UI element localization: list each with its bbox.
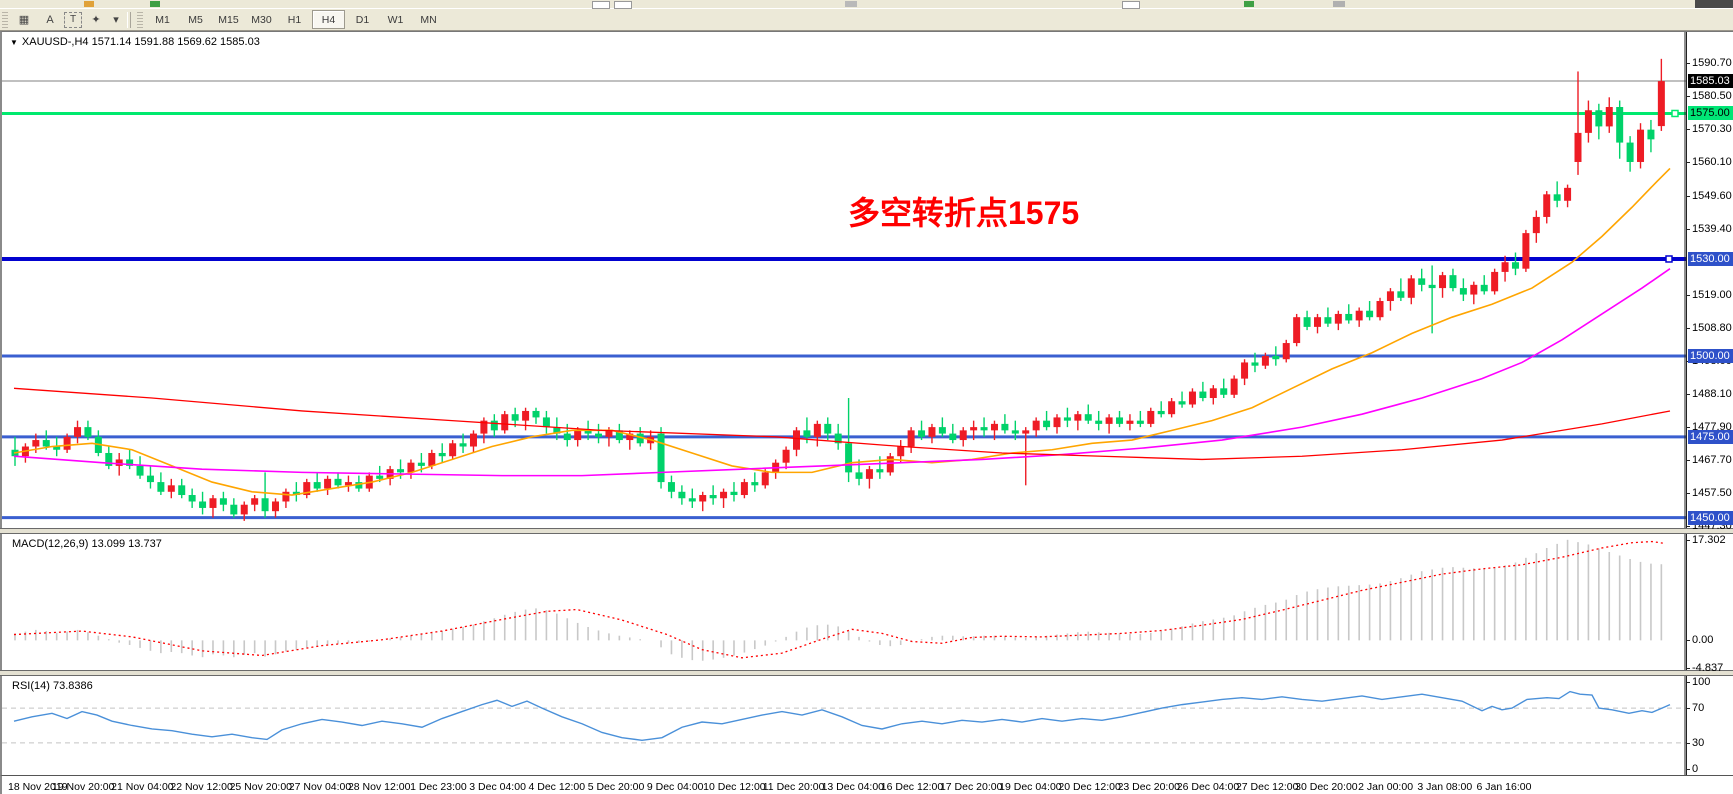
axis-tick-label: 1508.80: [1687, 321, 1732, 334]
time-axis-label: 25 Nov 20:00: [229, 781, 293, 793]
time-axis-label: 19 Dec 04:00: [999, 781, 1062, 793]
axis-tick-label: 100: [1686, 676, 1711, 688]
time-axis[interactable]: 18 Nov 2019 19 Nov 20:00 21 Nov 04:00 22 No…: [0, 775, 1733, 794]
level-price-badge: 1575.00: [1688, 106, 1733, 121]
time-axis-label: 10 Dec 12:00: [703, 781, 766, 793]
time-axis-label: 11 Dec 20:00: [762, 781, 825, 793]
time-axis-label: 17 Dec 20:00: [939, 781, 1003, 793]
toolbar-grabber[interactable]: [137, 11, 143, 28]
toolbar-fragment-icon: [84, 1, 94, 7]
macd-label: MACD(12,26,9) 13.099 13.737: [12, 538, 162, 550]
rsi-label: RSI(14) 73.8386: [12, 680, 93, 692]
timeframe-buttons-group: M1 M5 M15 M30 H1 H4 D1 W1 MN: [146, 10, 445, 29]
toolbar-fragment-icon: [845, 1, 857, 7]
collapse-arrow-icon[interactable]: ▼: [10, 37, 18, 47]
objects-dropdown-icon[interactable]: ▾: [113, 14, 119, 26]
axis-tick-label: 0.00: [1686, 634, 1714, 647]
axis-tick-label: 1590.70: [1687, 56, 1732, 69]
time-axis-label: 9 Dec 04:00: [646, 781, 704, 793]
time-axis-label: 30 Dec 20:00: [1295, 781, 1358, 793]
timeframe-button-h4[interactable]: H4: [312, 10, 345, 29]
panel-splitter[interactable]: [0, 528, 1733, 534]
chart-title: ▼ XAUUSD-,H4 1571.14 1591.88 1569.62 158…: [10, 36, 260, 48]
timeframe-button-m1[interactable]: M1: [155, 13, 170, 26]
toolbar-fragment-icon: [1333, 1, 1345, 7]
timeframe-button-m30[interactable]: M30: [251, 13, 272, 26]
time-axis-label: 6 Jan 16:00: [1476, 781, 1532, 793]
axis-tick-label: -4.837: [1686, 662, 1724, 675]
toolbar-separator: [127, 11, 131, 28]
current-price-badge: 1585.03: [1688, 74, 1733, 89]
timeframe-button-m5[interactable]: M5: [188, 13, 203, 26]
time-axis-label: 3 Dec 04:00: [469, 781, 526, 793]
time-axis-label: 13 Dec 04:00: [821, 781, 885, 793]
timeframe-button-m15[interactable]: M15: [218, 13, 239, 26]
axis-tick-label: 1467.70: [1687, 454, 1732, 467]
axis-tick-label: 1570.30: [1687, 122, 1732, 135]
time-axis-label: 27 Nov 04:00: [288, 781, 352, 793]
time-axis-label: 16 Dec 12:00: [880, 781, 944, 793]
timeframe-button-d1[interactable]: D1: [355, 13, 370, 26]
time-axis-label: 26 Dec 04:00: [1176, 781, 1240, 793]
time-axis-label: 4 Dec 12:00: [528, 781, 586, 793]
axis-tick-label: 1549.60: [1687, 189, 1732, 202]
panel-splitter[interactable]: [0, 670, 1733, 676]
axis-tick-label: 1539.40: [1687, 222, 1732, 235]
rsi-axis[interactable]: 100 70 30 0: [1686, 676, 1733, 775]
macd-chart-canvas[interactable]: [2, 534, 1686, 670]
time-axis-label: 20 Dec 12:00: [1058, 781, 1121, 793]
time-axis-label: 19 Nov 20:00: [51, 781, 115, 793]
time-axis-label: 21 Nov 04:00: [111, 781, 174, 793]
objects-arrows-icon[interactable]: ✦: [91, 14, 101, 26]
rsi-indicator-panel: 100 70 30 0 RSI(14) 73.8386: [0, 676, 1733, 775]
toolbar-fragment-box: [1122, 1, 1140, 9]
chinese-text-annotation[interactable]: 多空转折点1575: [848, 195, 1080, 231]
text-label-icon[interactable]: T: [64, 11, 82, 28]
toolbar-fragment-icon: [1244, 1, 1254, 7]
timeframe-button-w1[interactable]: W1: [387, 13, 404, 26]
level-price-badge: 1475.00: [1688, 429, 1733, 444]
text-annotation-icon[interactable]: A: [46, 13, 54, 26]
axis-tick-label: 1580.50: [1687, 89, 1732, 102]
time-axis-label: 27 Dec 12:00: [1235, 781, 1299, 793]
drawing-tools-group: ▦ A T ✦ ▾: [11, 11, 123, 29]
time-axis-label: 23 Dec 20:00: [1117, 781, 1181, 793]
toolbar-fragment-box: [592, 1, 610, 9]
symbol-ohlc-readout: XAUUSD-,H4 1571.14 1591.88 1569.62 1585.…: [21, 36, 260, 48]
axis-tick-label: 70: [1686, 702, 1705, 715]
price-axis[interactable]: 1590.70 1580.50 1570.30 1560.10 1549.60 1539.…: [1686, 32, 1733, 532]
axis-tick-label: 1457.50: [1687, 487, 1732, 500]
time-axis-label: 28 Nov 12:00: [347, 781, 411, 793]
level-price-badge: 1500.00: [1688, 348, 1733, 363]
price-chart-canvas[interactable]: [2, 32, 1686, 528]
time-axis-label: 1 Dec 23:00: [410, 781, 467, 793]
level-price-badge: 1450.00: [1688, 510, 1733, 525]
toolbar-fragment-box: [614, 1, 632, 9]
crosshair-grid-icon[interactable]: ▦: [18, 14, 30, 26]
axis-tick-label: 30: [1686, 736, 1705, 749]
macd-indicator-panel: 17.302 0.00 -4.837 MACD(12,26,9) 13.099 13…: [0, 533, 1733, 674]
axis-tick-label: 1519.00: [1687, 288, 1732, 301]
axis-tick-label: 17.302: [1687, 533, 1726, 546]
axis-tick-label: 1488.10: [1687, 388, 1732, 401]
drawing-and-timeframe-toolbar: ▦ A T ✦ ▾ M1 M5 M15 M30 H1 H4 D1 W1 MN: [0, 9, 1733, 31]
level-price-badge: 1530.00: [1688, 251, 1733, 266]
window-edge-fragment: [1695, 0, 1733, 8]
time-axis-label: 3 Jan 08:00: [1417, 781, 1473, 793]
toolbar-grabber[interactable]: [2, 11, 8, 28]
axis-tick-label: 1560.10: [1687, 155, 1732, 168]
macd-axis[interactable]: 17.302 0.00 -4.837: [1686, 533, 1733, 674]
toolbar-fragment-icon: [150, 1, 160, 7]
time-axis-label: 5 Dec 20:00: [587, 781, 645, 793]
timeframe-button-mn[interactable]: MN: [420, 13, 437, 26]
timeframe-button-h1[interactable]: H1: [287, 13, 302, 26]
main-price-chart-panel: 1590.70 1580.50 1570.30 1560.10 1549.60 1539.…: [0, 31, 1733, 532]
axis-tick-label: 0: [1686, 763, 1699, 775]
rsi-chart-canvas[interactable]: [2, 676, 1686, 775]
time-axis-label: 22 Nov 12:00: [170, 781, 233, 793]
time-axis-label: 2 Jan 00:00: [1358, 781, 1414, 793]
clipped-upper-toolbar: [0, 0, 1733, 9]
time-axis-label: 18 Nov 2019: [8, 781, 68, 793]
